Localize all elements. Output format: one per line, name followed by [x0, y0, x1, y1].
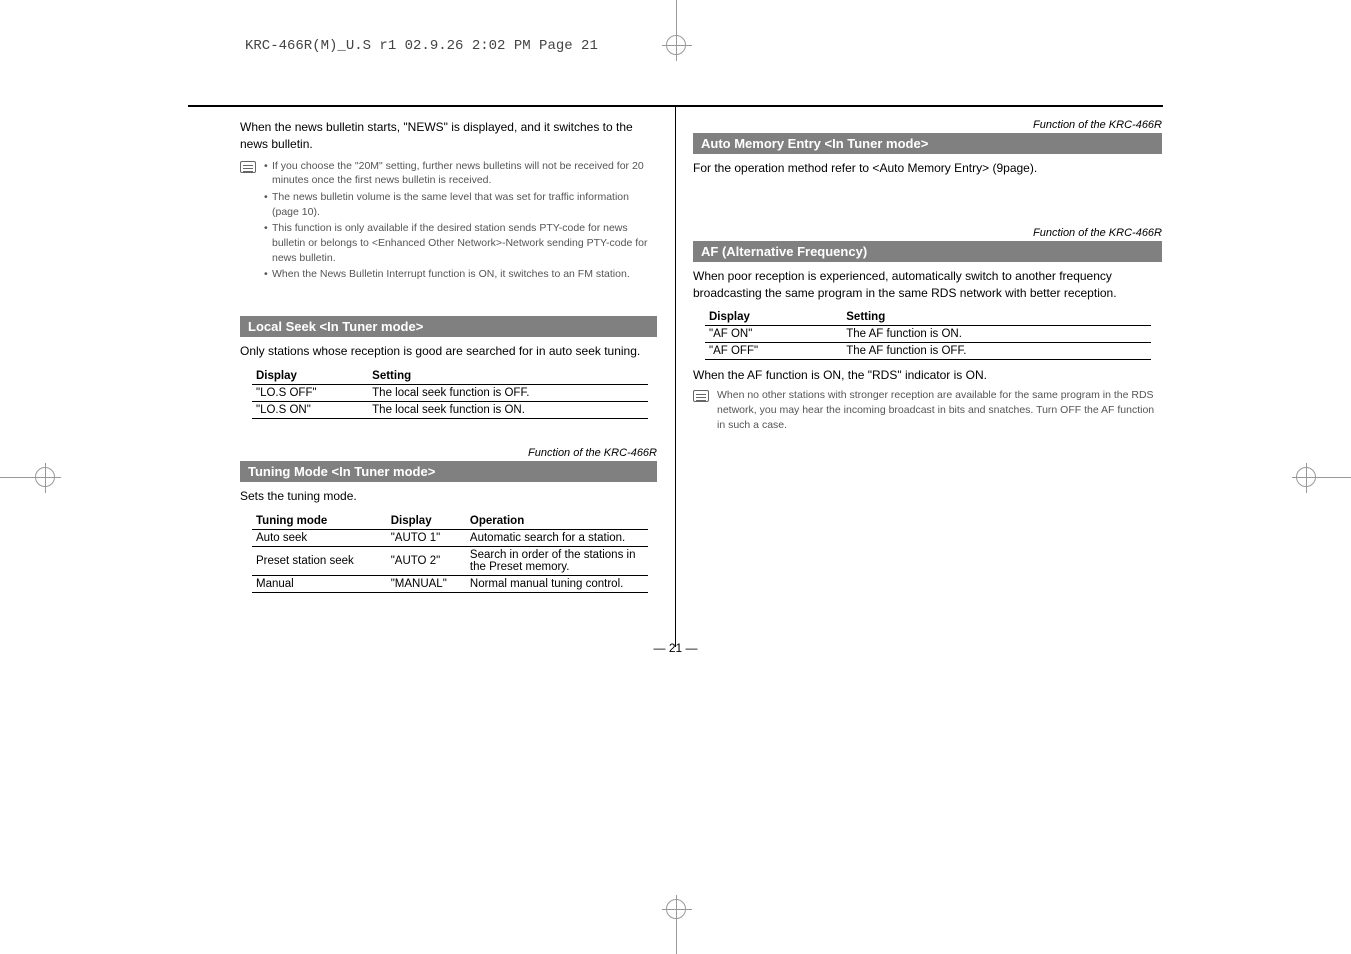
af-header: AF (Alternative Frequency)	[693, 241, 1162, 262]
local-seek-desc: Only stations whose reception is good ar…	[240, 343, 657, 360]
table-header: Display	[252, 368, 368, 385]
af-table: Display Setting "AF ON" The AF function …	[705, 309, 1151, 360]
local-seek-header: Local Seek <In Tuner mode>	[240, 316, 657, 337]
table-header: Setting	[368, 368, 648, 385]
local-seek-table: Display Setting "LO.S OFF" The local see…	[252, 368, 648, 419]
note-item: If you choose the "20M" setting, further…	[264, 159, 657, 188]
table-header: Display	[705, 309, 842, 326]
print-header: KRC-466R(M)_U.S r1 02.9.26 2:02 PM Page …	[245, 38, 598, 54]
tuning-mode-header: Tuning Mode <In Tuner mode>	[240, 461, 657, 482]
note-icon	[240, 161, 256, 173]
function-label: Function of the KRC-466R	[693, 227, 1162, 239]
function-label: Function of the KRC-466R	[693, 119, 1162, 131]
note-item: The news bulletin volume is the same lev…	[264, 190, 657, 219]
auto-memory-desc: For the operation method refer to <Auto …	[693, 160, 1162, 177]
af-desc: When poor reception is experienced, auto…	[693, 268, 1162, 302]
news-intro: When the news bulletin starts, "NEWS" is…	[240, 119, 657, 153]
table-row: "AF ON" The AF function is ON.	[705, 326, 1151, 343]
af-post-note: When the AF function is ON, the "RDS" in…	[693, 368, 1162, 382]
function-label: Function of the KRC-466R	[240, 447, 657, 459]
tuning-mode-table: Tuning mode Display Operation Auto seek …	[252, 513, 648, 593]
right-column: Function of the KRC-466R Auto Memory Ent…	[675, 107, 1162, 601]
table-header: Tuning mode	[252, 513, 387, 530]
left-column: When the news bulletin starts, "NEWS" is…	[188, 107, 675, 601]
note-item: This function is only available if the d…	[264, 221, 657, 265]
tuning-mode-desc: Sets the tuning mode.	[240, 488, 657, 505]
table-row: Auto seek "AUTO 1" Automatic search for …	[252, 529, 648, 546]
table-row: "LO.S ON" The local seek function is ON.	[252, 401, 648, 418]
note-icon	[693, 390, 709, 402]
page-content: When the news bulletin starts, "NEWS" is…	[188, 105, 1163, 655]
af-note: When no other stations with stronger rec…	[693, 388, 1162, 432]
af-note-text: When no other stations with stronger rec…	[717, 388, 1162, 432]
table-row: Preset station seek "AUTO 2" Search in o…	[252, 546, 648, 575]
auto-memory-header: Auto Memory Entry <In Tuner mode>	[693, 133, 1162, 154]
table-row: Manual "MANUAL" Normal manual tuning con…	[252, 575, 648, 592]
note-item: When the News Bulletin Interrupt functio…	[264, 267, 657, 282]
table-header: Operation	[466, 513, 648, 530]
table-header: Display	[387, 513, 466, 530]
table-header: Setting	[842, 309, 1150, 326]
table-row: "LO.S OFF" The local seek function is OF…	[252, 384, 648, 401]
table-row: "AF OFF" The AF function is OFF.	[705, 343, 1151, 360]
news-notes: If you choose the "20M" setting, further…	[240, 159, 657, 285]
